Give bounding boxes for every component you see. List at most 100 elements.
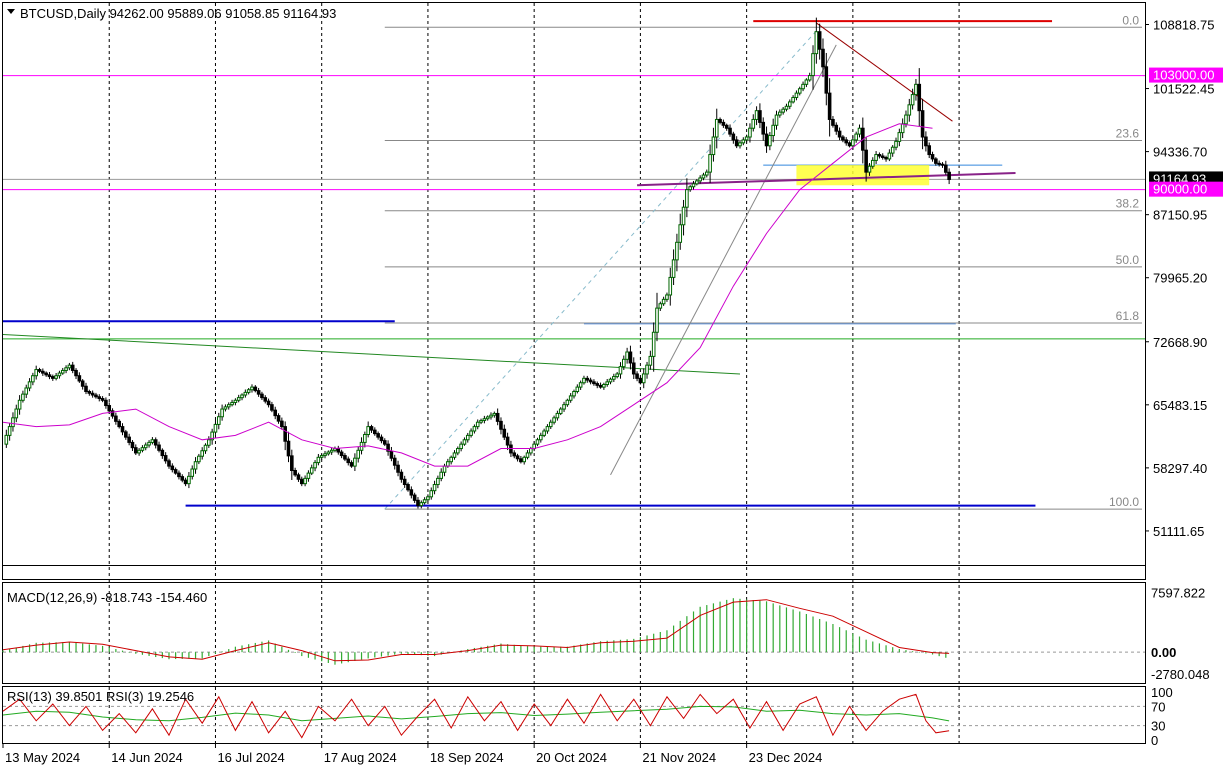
candle-up <box>143 444 148 449</box>
fib-level-label: 100.0 <box>1109 495 1139 509</box>
macd-histogram-bar <box>334 652 336 665</box>
candle-up <box>213 423 218 433</box>
rsi-indicator <box>2 693 1145 739</box>
candle-down <box>817 31 822 50</box>
candle-down <box>104 399 108 407</box>
candle-down <box>512 452 517 457</box>
macd-histogram-bar <box>726 599 728 653</box>
candle-down <box>402 478 407 486</box>
time-tick-label: 23 Dec 2024 <box>749 750 823 765</box>
macd-histogram-bar <box>135 652 137 654</box>
candle-down <box>376 433 380 438</box>
macd-histogram-bar <box>805 613 807 653</box>
macd-histogram-bar <box>2 650 4 653</box>
macd-histogram-bar <box>128 652 130 653</box>
macd-histogram-bar <box>68 642 70 653</box>
candle-down <box>84 385 88 393</box>
candle-up <box>7 426 12 436</box>
time-tick-label: 16 Jul 2024 <box>217 750 284 765</box>
price-label-text: 90000.00 <box>1153 182 1207 197</box>
macd-histogram-bar <box>845 630 847 653</box>
candle-up <box>472 426 477 432</box>
candle-up <box>671 259 676 278</box>
candle-up <box>748 127 752 138</box>
macd-histogram-bar <box>181 652 183 659</box>
fib-level-label: 50.0 <box>1116 253 1140 267</box>
candle-down <box>761 121 766 135</box>
macd-histogram-bar <box>62 642 64 653</box>
macd-histogram-bar <box>779 605 781 653</box>
candle-down <box>884 156 888 160</box>
candle-down <box>934 158 938 164</box>
candle-down <box>502 428 507 438</box>
candle-down <box>94 394 98 398</box>
candle-up <box>422 499 427 504</box>
macd-histogram-bar <box>254 642 256 653</box>
candle-up <box>814 31 819 55</box>
candle-down <box>349 462 354 467</box>
macd-histogram-bar <box>719 601 721 653</box>
candle-up <box>329 449 334 453</box>
fib-level-label: 61.8 <box>1116 309 1140 323</box>
candle-up <box>615 373 619 378</box>
support-zone-highlight <box>796 165 930 186</box>
candle-down <box>379 436 384 442</box>
candle-up <box>432 484 437 492</box>
macd-histogram-bar <box>28 644 31 653</box>
candle-down <box>127 436 131 443</box>
candle-down <box>495 412 500 422</box>
candle-down <box>927 145 932 156</box>
candle-up <box>246 389 251 393</box>
long-term-trendline <box>2 333 741 375</box>
candle-up <box>319 455 324 458</box>
candle-up <box>741 139 746 144</box>
candle-up <box>678 224 683 243</box>
macd-histogram-bar <box>646 635 648 653</box>
candle-up <box>140 447 145 451</box>
macd-histogram-bar <box>885 645 887 653</box>
candle-up <box>658 303 663 309</box>
candle-down <box>944 164 948 173</box>
macd-panel-frame <box>2 582 1146 684</box>
macd-histogram-bar <box>566 646 568 653</box>
candle-up <box>711 136 716 156</box>
candle-up <box>784 105 789 110</box>
candle-up <box>207 439 211 446</box>
candle-up <box>27 381 32 389</box>
macd-histogram-bar <box>35 642 37 653</box>
macd-tick-label: 0.00 <box>1151 645 1176 660</box>
macd-histogram-bar <box>872 641 874 653</box>
macd-histogram-bar <box>905 650 907 653</box>
candle-up <box>771 124 775 137</box>
candle-down <box>47 374 52 378</box>
candle-down <box>299 478 304 485</box>
candle-up <box>545 426 550 432</box>
candle-up <box>21 393 25 401</box>
candle-up <box>475 421 480 428</box>
candle-up <box>485 416 490 420</box>
candle-up <box>811 53 815 77</box>
macd-histogram-bar <box>9 649 11 653</box>
macd-histogram-bar <box>573 645 575 653</box>
candle-down <box>163 455 168 462</box>
candle-up <box>558 408 563 414</box>
candle-up <box>31 375 35 383</box>
candle-up <box>575 386 580 393</box>
macd-histogram-bar <box>938 652 940 657</box>
macd-histogram-bar <box>214 652 217 654</box>
macd-histogram-bar <box>427 652 429 656</box>
candle-up <box>356 449 361 459</box>
candle-down <box>392 457 397 466</box>
candle-down <box>847 142 852 147</box>
candle-down <box>844 139 849 144</box>
candle-up <box>17 399 22 410</box>
macd-histogram-bar <box>15 647 17 653</box>
candle-up <box>24 387 29 395</box>
candle-up <box>681 206 686 226</box>
candle-down <box>588 379 593 383</box>
time-tick-label: 18 Sep 2024 <box>430 750 504 765</box>
time-axis: 13 May 2024 14 Jun 2024 16 Jul 2024 17 Aug … <box>2 744 823 765</box>
collapse-triangle-icon[interactable] <box>7 9 15 14</box>
candle-up <box>306 472 311 479</box>
candle-up <box>897 132 902 142</box>
